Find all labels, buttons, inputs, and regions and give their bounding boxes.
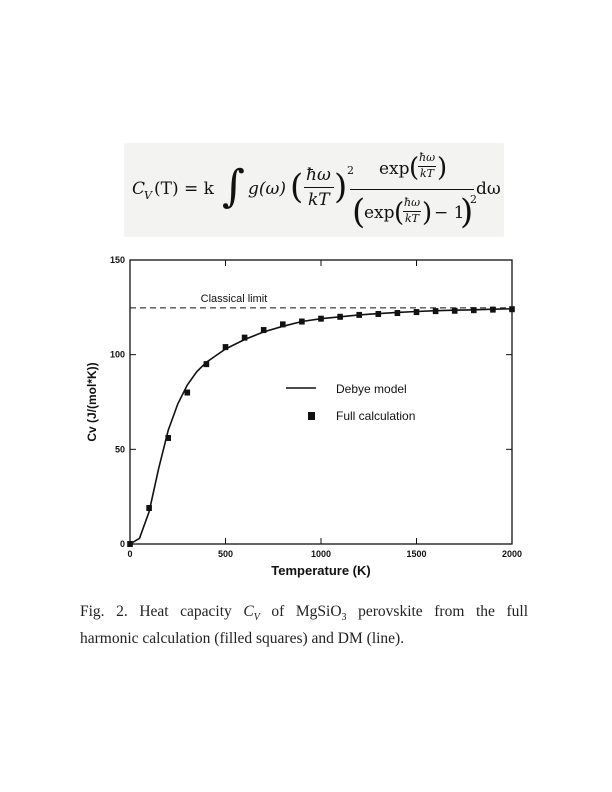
fraction1-denominator: kT xyxy=(308,190,330,210)
right-paren: ) xyxy=(334,167,348,207)
denominator-small-den: kT xyxy=(405,212,420,225)
numerator-small-den: kT xyxy=(420,167,435,180)
y-axis-label: Cv (J/(mol*K)) xyxy=(85,362,99,441)
full-calculation-marker xyxy=(184,389,191,396)
equation-lhs-argument: (T) = k xyxy=(154,179,214,199)
equation-integrand: g(ω) xyxy=(248,179,287,199)
chart-svg: 0 500 1000 1500 2000 0 50 100 150 Classical limi… xyxy=(85,255,522,578)
full-calculation-marker xyxy=(375,310,382,317)
full-calculation-marker xyxy=(318,315,324,322)
classical-limit-label: Classical limit xyxy=(201,293,268,305)
full-calculation-marker xyxy=(471,307,477,314)
full-calculation-marker xyxy=(165,434,171,441)
x-tick-label: 1500 xyxy=(406,549,426,559)
full-calculation-marker xyxy=(203,361,210,368)
numerator-small-num: ħω xyxy=(419,151,436,164)
plot-frame xyxy=(129,259,513,545)
full-calculation-marker xyxy=(280,321,286,328)
full-calculation-marker xyxy=(260,327,267,334)
full-calculation-marker xyxy=(451,307,458,314)
equation-differential: dω xyxy=(476,179,501,199)
y-tick-label: 0 xyxy=(120,539,125,549)
denominator-exp: exp xyxy=(364,203,395,223)
power-two: 2 xyxy=(347,164,354,177)
equation-lhs-subscript: V xyxy=(144,189,152,202)
full-calculation-marker xyxy=(241,334,248,341)
equation-lhs: C xyxy=(132,179,146,199)
full-calculation-marker xyxy=(413,309,420,316)
legend-square-swatch xyxy=(308,412,315,420)
main-fraction-bar xyxy=(350,189,474,191)
fraction1-bar xyxy=(304,187,334,189)
heat-capacity-equation: C V (T) = k ∫ g(ω) ( ħω kT ) 2 exp ( ħω … xyxy=(124,143,504,237)
full-calculation-marker xyxy=(394,310,401,317)
x-axis-label: Temperature (K) xyxy=(271,563,370,578)
x-tick-label: 0 xyxy=(127,549,132,559)
numerator-exp: exp xyxy=(379,159,410,179)
x-tick-label: 2000 xyxy=(502,549,522,559)
full-calculation-marker xyxy=(509,306,515,313)
y-tick-label: 150 xyxy=(110,255,125,265)
heat-capacity-chart: 0 500 1000 1500 2000 0 50 100 150 Classical limi… xyxy=(78,248,536,593)
denominator-power: 2 xyxy=(470,193,477,206)
left-paren: ( xyxy=(290,167,304,207)
y-tick-label: 50 xyxy=(115,444,125,454)
caption-line-1: Fig. 2. Heat capacity CV of MgSiO3 perov… xyxy=(80,603,528,624)
denominator-small-num: ħω xyxy=(404,196,421,209)
full-calculation-marker xyxy=(337,313,343,320)
legend-debye-label: Debye model xyxy=(336,382,407,396)
integral-sign: ∫ xyxy=(222,161,245,212)
caption-line-2: harmonic calculation (filled squares) an… xyxy=(80,630,405,648)
x-tick-label: 500 xyxy=(218,549,233,559)
full-calculation-marker xyxy=(127,541,133,547)
denominator-minus-one: − 1 xyxy=(434,203,465,223)
full-calculation-marker xyxy=(146,505,152,512)
x-tick-label: 1000 xyxy=(311,549,331,559)
debye-model-line xyxy=(129,308,513,545)
fraction1-numerator: ħω xyxy=(306,165,331,185)
legend-full-label: Full calculation xyxy=(336,409,415,423)
full-calculation-marker xyxy=(432,308,439,315)
full-calculation-marker xyxy=(356,311,362,318)
full-calculation-marker xyxy=(490,306,496,313)
y-tick-label: 100 xyxy=(110,350,125,360)
full-calculation-marker xyxy=(222,344,229,351)
figure-caption: Fig. 2. Heat capacity CV of MgSiO3 perov… xyxy=(80,601,528,649)
full-calculation-marker xyxy=(299,318,305,325)
